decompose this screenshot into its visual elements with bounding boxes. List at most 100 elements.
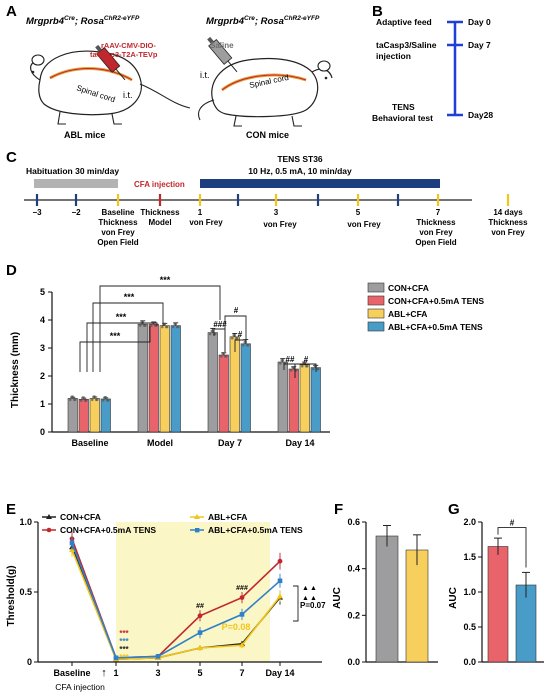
e-xtick-label: Day 14 xyxy=(265,668,294,678)
d-sig-bracket-4 xyxy=(99,285,221,372)
panel-a-letter: A xyxy=(6,3,17,20)
g-ytick-label: 1.5 xyxy=(463,552,476,562)
tens-title: TENS ST36 xyxy=(277,154,323,164)
d-bar xyxy=(218,354,229,433)
tick-minus2: −2 xyxy=(71,208,81,217)
f-ytick-label: 0.4 xyxy=(347,564,360,574)
d-dot xyxy=(278,362,282,365)
panel-f: F AUC 0.0 0.2 0.4 0.6 xyxy=(332,501,438,667)
f-ytick-label: 0.2 xyxy=(347,610,360,620)
d-annot-5: ### xyxy=(213,320,227,329)
tick-day7-thickness: Thickness xyxy=(416,218,456,227)
d-bar xyxy=(240,343,251,433)
e-xtick-label: 1 xyxy=(113,668,118,678)
e-xtick-label: Baseline xyxy=(53,668,90,678)
e-legend-label: ABL+CFA+0.5mA TENS xyxy=(208,525,303,535)
tick-day5: 5 xyxy=(356,208,361,217)
e-pvalue: P=0.08 xyxy=(222,622,251,632)
d-category-label: Baseline xyxy=(71,438,108,448)
d-legend-swatch xyxy=(367,282,385,293)
e-star-label: *** xyxy=(119,653,129,662)
tick-baseline-openfield: Open Field xyxy=(97,238,138,247)
d-dot xyxy=(68,398,72,402)
e-point xyxy=(277,558,283,564)
panel-c-letter: C xyxy=(6,149,17,166)
d-ytick-label: 5 xyxy=(40,287,45,297)
d-bar xyxy=(137,323,148,433)
d-sig-bracket-9 xyxy=(294,363,317,378)
tick-day5-vonfrey: von Frey xyxy=(347,220,381,229)
d-bar xyxy=(89,398,100,433)
e-point xyxy=(239,595,245,600)
d-dot xyxy=(103,395,107,399)
tick-day7-vonfrey: von Frey xyxy=(419,228,453,237)
d-dot xyxy=(243,340,247,344)
cfa-injection-label: CFA injection xyxy=(134,180,185,189)
saline-label: Saline xyxy=(210,41,234,50)
e-xtick-label: 3 xyxy=(155,668,160,678)
event-tens-line1: TENS xyxy=(392,102,415,112)
tick-day14-vonfrey: von Frey xyxy=(491,228,525,237)
d-annot-9: # xyxy=(304,355,309,364)
f-bar xyxy=(375,535,399,663)
d-dot xyxy=(138,324,142,327)
e-star-label: *** xyxy=(119,629,129,638)
d-dot xyxy=(153,324,157,327)
con-mice-label: CON mice xyxy=(246,130,289,140)
d-category-label: Day 14 xyxy=(285,438,314,448)
d-ytick-label: 3 xyxy=(40,343,45,353)
e-xtick-label: 5 xyxy=(197,668,202,678)
timeline-ticks xyxy=(35,194,510,206)
tick-baseline-thickness: Thickness xyxy=(98,218,138,227)
event-injection-line2: injection xyxy=(376,51,411,61)
g-sig-bracket xyxy=(497,527,527,568)
tick-day1-vonfrey: von Frey xyxy=(189,218,223,227)
d-sig-bracket-7 xyxy=(234,339,247,352)
f-ylabel: AUC xyxy=(332,587,343,609)
mouse-right-illustration xyxy=(197,36,333,127)
e-bracket-right xyxy=(293,585,299,622)
e-point xyxy=(239,642,245,648)
d-bar xyxy=(207,332,218,433)
tick-baseline-vonfrey: von Frey xyxy=(101,228,135,237)
d-dot xyxy=(164,325,168,329)
d-sig-bracket-3 xyxy=(92,302,164,372)
e-hash-day7: ### xyxy=(236,585,248,592)
d-annot-1: *** xyxy=(110,331,121,341)
panel-g-letter: G xyxy=(448,501,460,518)
d-ytick-label: 1 xyxy=(40,399,45,409)
d-dot xyxy=(210,329,214,333)
d-dot xyxy=(173,322,177,326)
e-legend-marker xyxy=(195,528,200,533)
e-xtick-label: 7 xyxy=(239,668,244,678)
d-annot-8: ## xyxy=(286,355,295,364)
d-dot xyxy=(81,396,85,399)
event-day7: Day 7 xyxy=(468,40,491,50)
e-legend-label: CON+CFA xyxy=(60,512,101,522)
tick-baseline: Baseline xyxy=(102,208,135,217)
e-point xyxy=(113,655,119,661)
d-category-label: Model xyxy=(147,438,173,448)
abl-mice-label: ABL mice xyxy=(64,130,105,140)
d-dot xyxy=(101,399,105,402)
event-day28: Day28 xyxy=(468,110,493,120)
habituation-bar xyxy=(34,179,118,188)
tick-day14-thickness: Thickness xyxy=(488,218,528,227)
d-dot xyxy=(232,333,236,337)
e-point xyxy=(277,578,283,584)
d-bar xyxy=(78,398,89,433)
d-dot xyxy=(149,324,153,327)
d-legend-swatch xyxy=(367,308,385,319)
d-legend-label: ABL+CFA xyxy=(388,309,427,319)
tick-model: Model xyxy=(148,218,171,227)
d-annot-4: *** xyxy=(160,275,171,285)
d-ytick-label: 4 xyxy=(40,315,45,325)
d-dot xyxy=(83,399,87,402)
d-legend-swatch xyxy=(367,321,385,332)
e-right-mark: ▲ xyxy=(310,585,317,592)
e-hash-day5: ## xyxy=(196,603,204,610)
d-dot xyxy=(223,355,227,358)
g-annot: # xyxy=(510,519,515,528)
d-dot xyxy=(70,395,74,399)
d-dot xyxy=(245,343,249,347)
